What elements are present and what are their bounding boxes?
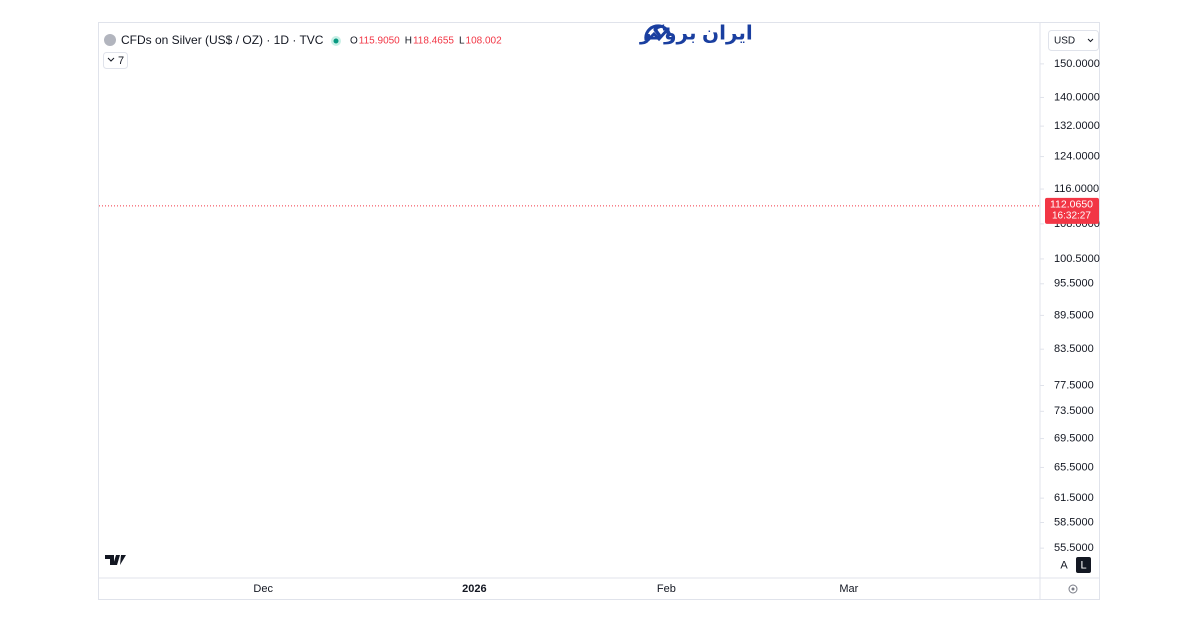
y-tick-label: 58.5000 [1054, 516, 1094, 528]
last-price-box [1045, 197, 1099, 224]
y-tick-label: 77.5000 [1054, 379, 1094, 391]
y-tick-label: 61.5000 [1054, 492, 1094, 504]
indicator-toggle-box[interactable] [103, 52, 128, 69]
tv-logo-shape [105, 555, 126, 565]
currency-box[interactable] [1048, 30, 1099, 51]
ohlc-legend: O 115.9050 H 118.4655 L 108.002 [350, 36, 502, 47]
x-tick-label: Feb [657, 583, 676, 595]
logo-arrow [646, 27, 670, 42]
y-tick-label: 55.5000 [1054, 542, 1094, 554]
chevron [1087, 38, 1094, 43]
legend-value: 118.4655 [413, 36, 454, 47]
x-tick-label: Mar [839, 583, 858, 595]
x-tick-label: Dec [253, 583, 273, 595]
y-tick-label: 150.0000 [1054, 58, 1100, 70]
brand-name: ایران بروکر [639, 22, 753, 44]
status-dot [333, 38, 339, 44]
tv-logo [105, 555, 126, 565]
chevron [107, 57, 115, 62]
log-button-bg[interactable] [1076, 557, 1091, 573]
legend-key: H [405, 36, 412, 47]
y-tick-label: 124.0000 [1054, 150, 1100, 162]
y-tick-label: 65.5000 [1054, 461, 1094, 473]
y-tick-label: 140.0000 [1054, 91, 1100, 103]
legend-key: L [459, 36, 465, 47]
y-tick-label: 83.5000 [1054, 343, 1094, 355]
chart-title: CFDs on Silver (US$ / OZ) · 1D · TVC [121, 33, 324, 47]
chart-frame [98, 22, 1100, 600]
countdown-label: 16:32:27 [1052, 211, 1091, 222]
indicator-toggle[interactable]: 7 [103, 52, 128, 69]
brand-logo: ایران بروکر [639, 22, 753, 44]
settings-icon-dot [1071, 587, 1075, 591]
settings-icon[interactable] [1068, 584, 1078, 594]
y-tick-label: 100.5000 [1054, 253, 1100, 265]
legend-value: 108.002 [466, 36, 503, 47]
x-tick-label: 2026 [462, 583, 486, 595]
indicator-count: 7 [118, 55, 124, 67]
y-tick-label: 69.5000 [1054, 432, 1094, 444]
y-tick-label: 116.0000 [1054, 183, 1099, 195]
y-tick-label: 132.0000 [1054, 120, 1100, 132]
legend-value: 115.9050 [359, 36, 400, 47]
y-tick-label: 95.5000 [1054, 278, 1094, 290]
y-tick-label: 73.5000 [1054, 405, 1094, 417]
currency-label: USD [1054, 36, 1075, 47]
legend-key: O [350, 36, 358, 47]
log-scale-button[interactable]: L [1080, 559, 1086, 571]
auto-scale-button[interactable]: A [1060, 559, 1068, 571]
currency-select[interactable]: USD [1048, 30, 1099, 51]
last-price-label: 112.0650 [1050, 199, 1093, 211]
symbol-icon [104, 34, 116, 46]
y-tick-label: 89.5000 [1054, 309, 1094, 321]
